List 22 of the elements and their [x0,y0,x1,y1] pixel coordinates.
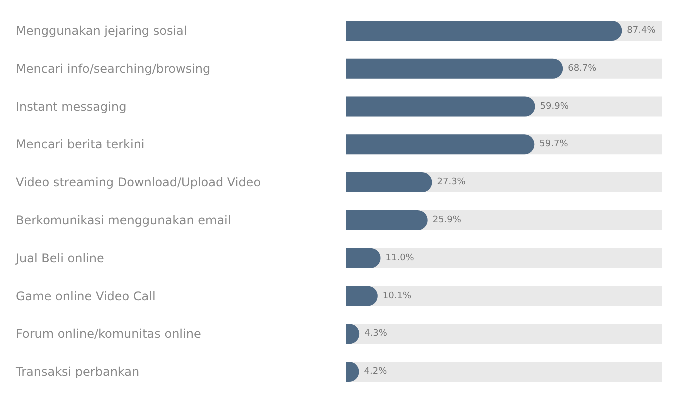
data-label: 59.9% [540,102,570,112]
data-label: 68.7% [568,64,598,74]
y-tick-label: Mencari info/searching/browsing [16,62,211,76]
y-tick-label: Video streaming Download/Upload Video [16,176,262,190]
y-tick-label: Transaksi perbankan [15,365,140,380]
data-label: 87.4% [627,26,656,36]
y-tick-label: Game online Video Call [16,289,156,304]
y-tick-label: Menggunakan jejaring sosial [16,24,188,38]
data-label: 4.3% [364,329,388,340]
y-tick-label: Instant messaging [16,100,127,114]
data-label: 10.1% [382,291,412,302]
y-tick-label: Berkomunikasi menggunakan email [16,213,232,228]
y-tick-label: Forum online/komunitas online [16,327,202,342]
data-label: 25.9% [432,215,462,226]
data-label: 11.0% [386,253,415,264]
bar [346,286,378,306]
y-tick-label: Mencari berita terkini [16,138,145,152]
data-label: 27.3% [437,178,466,188]
data-label: 59.7% [540,140,569,150]
data-label: 4.2% [364,367,388,378]
y-tick-label: Jual Beli online [15,251,104,266]
bar [346,248,381,268]
